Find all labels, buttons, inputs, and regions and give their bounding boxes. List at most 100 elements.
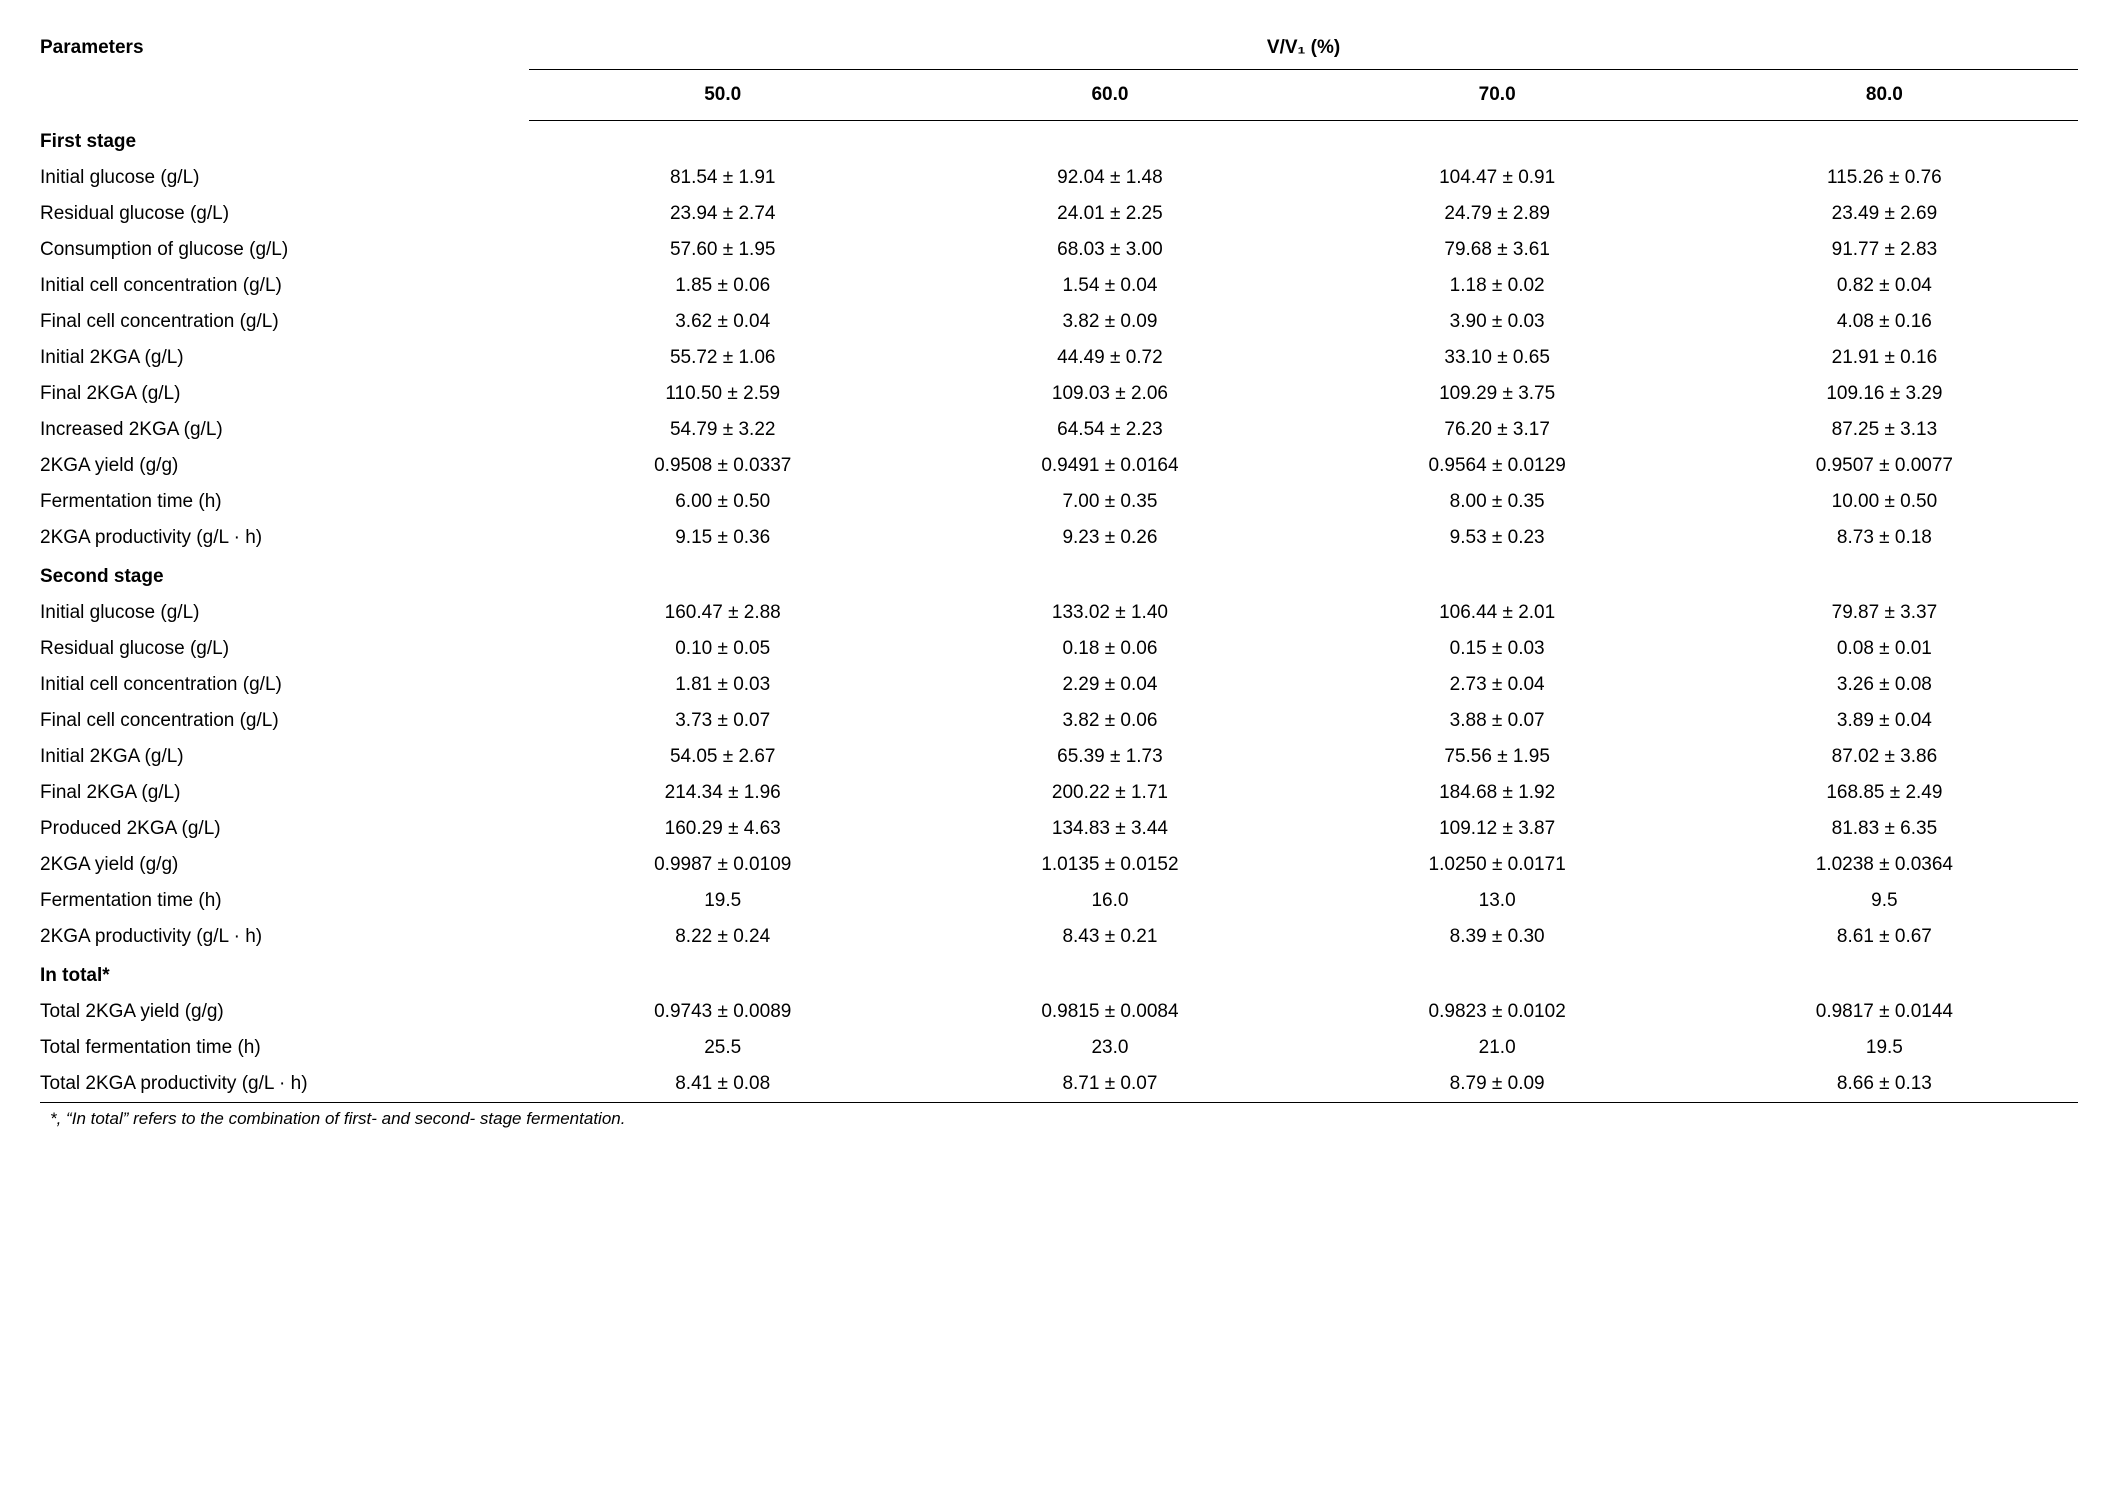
cell-value: 79.68 ± 3.61	[1304, 232, 1691, 268]
param-label: Residual glucose (g/L)	[40, 631, 529, 667]
cell-value: 76.20 ± 3.17	[1304, 412, 1691, 448]
cell-value: 104.47 ± 0.91	[1304, 160, 1691, 196]
section-title: In total*	[40, 955, 2078, 994]
section-header: Second stage	[40, 556, 2078, 595]
table-row: Residual glucose (g/L)0.10 ± 0.050.18 ± …	[40, 631, 2078, 667]
cell-value: 0.9743 ± 0.0089	[529, 994, 916, 1030]
cell-value: 24.79 ± 2.89	[1304, 196, 1691, 232]
cell-value: 24.01 ± 2.25	[916, 196, 1303, 232]
cell-value: 8.00 ± 0.35	[1304, 484, 1691, 520]
table-row: Initial glucose (g/L)160.47 ± 2.88133.02…	[40, 595, 2078, 631]
cell-value: 68.03 ± 3.00	[916, 232, 1303, 268]
cell-value: 3.26 ± 0.08	[1691, 667, 2078, 703]
cell-value: 8.79 ± 0.09	[1304, 1066, 1691, 1103]
col-header-2: 70.0	[1304, 70, 1691, 121]
table-row: Total 2KGA productivity (g/L · h)8.41 ± …	[40, 1066, 2078, 1103]
col-header-3: 80.0	[1691, 70, 2078, 121]
cell-value: 1.0238 ± 0.0364	[1691, 847, 2078, 883]
cell-value: 55.72 ± 1.06	[529, 340, 916, 376]
cell-value: 1.54 ± 0.04	[916, 268, 1303, 304]
cell-value: 9.5	[1691, 883, 2078, 919]
cell-value: 54.79 ± 3.22	[529, 412, 916, 448]
section-title: Second stage	[40, 556, 2078, 595]
table-row: Total 2KGA yield (g/g)0.9743 ± 0.00890.9…	[40, 994, 2078, 1030]
cell-value: 106.44 ± 2.01	[1304, 595, 1691, 631]
cell-value: 9.53 ± 0.23	[1304, 520, 1691, 556]
cell-value: 81.54 ± 1.91	[529, 160, 916, 196]
cell-value: 3.82 ± 0.06	[916, 703, 1303, 739]
cell-value: 8.43 ± 0.21	[916, 919, 1303, 955]
table-row: Residual glucose (g/L)23.94 ± 2.7424.01 …	[40, 196, 2078, 232]
param-label: Initial glucose (g/L)	[40, 595, 529, 631]
cell-value: 1.81 ± 0.03	[529, 667, 916, 703]
cell-value: 25.5	[529, 1030, 916, 1066]
cell-value: 1.85 ± 0.06	[529, 268, 916, 304]
param-label: Final 2KGA (g/L)	[40, 376, 529, 412]
table-row: Initial 2KGA (g/L)54.05 ± 2.6765.39 ± 1.…	[40, 739, 2078, 775]
cell-value: 0.08 ± 0.01	[1691, 631, 2078, 667]
cell-value: 110.50 ± 2.59	[529, 376, 916, 412]
col-header-1: 60.0	[916, 70, 1303, 121]
footnote-row: *, “In total” refers to the combination …	[40, 1103, 2078, 1136]
param-label: 2KGA productivity (g/L · h)	[40, 520, 529, 556]
param-label: Fermentation time (h)	[40, 484, 529, 520]
table-row: Initial glucose (g/L)81.54 ± 1.9192.04 ±…	[40, 160, 2078, 196]
cell-value: 168.85 ± 2.49	[1691, 775, 2078, 811]
footnote-text: *, “In total” refers to the combination …	[40, 1103, 2078, 1136]
cell-value: 3.73 ± 0.07	[529, 703, 916, 739]
cell-value: 0.9987 ± 0.0109	[529, 847, 916, 883]
cell-value: 109.12 ± 3.87	[1304, 811, 1691, 847]
cell-value: 0.15 ± 0.03	[1304, 631, 1691, 667]
section-header: First stage	[40, 121, 2078, 161]
cell-value: 6.00 ± 0.50	[529, 484, 916, 520]
param-label: 2KGA productivity (g/L · h)	[40, 919, 529, 955]
table-row: 2KGA productivity (g/L · h)9.15 ± 0.369.…	[40, 520, 2078, 556]
cell-value: 54.05 ± 2.67	[529, 739, 916, 775]
cell-value: 0.9491 ± 0.0164	[916, 448, 1303, 484]
table-row: Increased 2KGA (g/L)54.79 ± 3.2264.54 ± …	[40, 412, 2078, 448]
param-label: Initial glucose (g/L)	[40, 160, 529, 196]
table-row: Fermentation time (h)19.516.013.09.5	[40, 883, 2078, 919]
cell-value: 3.90 ± 0.03	[1304, 304, 1691, 340]
cell-value: 8.71 ± 0.07	[916, 1066, 1303, 1103]
cell-value: 0.9507 ± 0.0077	[1691, 448, 2078, 484]
cell-value: 92.04 ± 1.48	[916, 160, 1303, 196]
group-header: V/V₁ (%)	[529, 30, 2078, 70]
cell-value: 134.83 ± 3.44	[916, 811, 1303, 847]
table-row: Consumption of glucose (g/L)57.60 ± 1.95…	[40, 232, 2078, 268]
parameters-header: Parameters	[40, 30, 529, 121]
cell-value: 0.9564 ± 0.0129	[1304, 448, 1691, 484]
cell-value: 115.26 ± 0.76	[1691, 160, 2078, 196]
cell-value: 0.10 ± 0.05	[529, 631, 916, 667]
cell-value: 9.23 ± 0.26	[916, 520, 1303, 556]
param-label: Final cell concentration (g/L)	[40, 703, 529, 739]
cell-value: 21.91 ± 0.16	[1691, 340, 2078, 376]
section-title: First stage	[40, 121, 2078, 161]
cell-value: 13.0	[1304, 883, 1691, 919]
cell-value: 79.87 ± 3.37	[1691, 595, 2078, 631]
cell-value: 160.47 ± 2.88	[529, 595, 916, 631]
cell-value: 91.77 ± 2.83	[1691, 232, 2078, 268]
cell-value: 1.0250 ± 0.0171	[1304, 847, 1691, 883]
cell-value: 87.02 ± 3.86	[1691, 739, 2078, 775]
cell-value: 23.0	[916, 1030, 1303, 1066]
cell-value: 57.60 ± 1.95	[529, 232, 916, 268]
cell-value: 75.56 ± 1.95	[1304, 739, 1691, 775]
table-body: First stageInitial glucose (g/L)81.54 ± …	[40, 121, 2078, 1103]
table-header-row-1: Parameters V/V₁ (%)	[40, 30, 2078, 70]
data-table: Parameters V/V₁ (%) 50.0 60.0 70.0 80.0 …	[40, 30, 2078, 1136]
cell-value: 200.22 ± 1.71	[916, 775, 1303, 811]
param-label: Fermentation time (h)	[40, 883, 529, 919]
col-header-0: 50.0	[529, 70, 916, 121]
cell-value: 23.49 ± 2.69	[1691, 196, 2078, 232]
table-row: 2KGA yield (g/g)0.9508 ± 0.03370.9491 ± …	[40, 448, 2078, 484]
cell-value: 0.18 ± 0.06	[916, 631, 1303, 667]
cell-value: 9.15 ± 0.36	[529, 520, 916, 556]
table-row: Fermentation time (h)6.00 ± 0.507.00 ± 0…	[40, 484, 2078, 520]
cell-value: 19.5	[1691, 1030, 2078, 1066]
param-label: Total fermentation time (h)	[40, 1030, 529, 1066]
cell-value: 160.29 ± 4.63	[529, 811, 916, 847]
cell-value: 7.00 ± 0.35	[916, 484, 1303, 520]
cell-value: 0.9508 ± 0.0337	[529, 448, 916, 484]
cell-value: 81.83 ± 6.35	[1691, 811, 2078, 847]
